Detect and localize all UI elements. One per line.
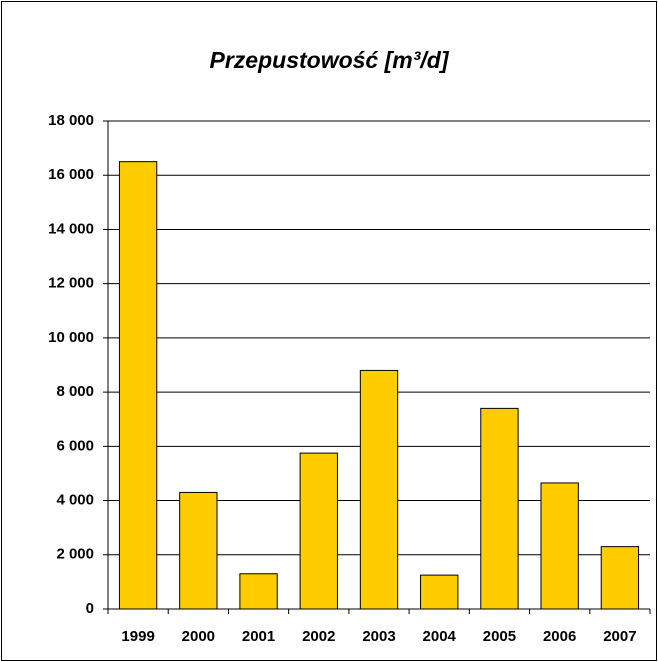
bar	[540, 482, 579, 610]
y-tick-label: 0	[86, 600, 94, 617]
x-tick-label: 2005	[483, 628, 516, 645]
y-tick-label: 16 000	[48, 166, 94, 183]
bar	[359, 369, 399, 610]
y-tick-label: 12 000	[48, 275, 94, 292]
bar	[480, 407, 519, 610]
x-tick-label: 2002	[302, 628, 335, 645]
chart-title: Przepustowość [m³/d]	[210, 47, 450, 73]
y-tick-label: 8 000	[56, 383, 94, 400]
x-tick-label: 2000	[182, 628, 215, 645]
bar	[118, 161, 158, 610]
x-tick-label: 2007	[603, 628, 636, 645]
x-tick-label: 1999	[121, 628, 154, 645]
y-tick-label: 10 000	[48, 329, 94, 346]
x-tick-label: 2004	[423, 628, 457, 645]
x-tick-label: 2006	[543, 628, 576, 645]
bar	[179, 491, 218, 610]
y-tick-label: 18 000	[48, 112, 94, 129]
bar	[600, 546, 640, 610]
bar	[239, 573, 278, 610]
bar	[420, 574, 459, 610]
bar	[299, 452, 338, 610]
y-tick-label: 14 000	[48, 220, 94, 237]
x-tick-label: 2003	[362, 628, 395, 645]
y-tick-label: 6 000	[56, 437, 94, 454]
y-tick-label: 2 000	[56, 546, 94, 563]
x-tick-label: 2001	[242, 628, 275, 645]
y-tick-label: 4 000	[56, 492, 94, 509]
